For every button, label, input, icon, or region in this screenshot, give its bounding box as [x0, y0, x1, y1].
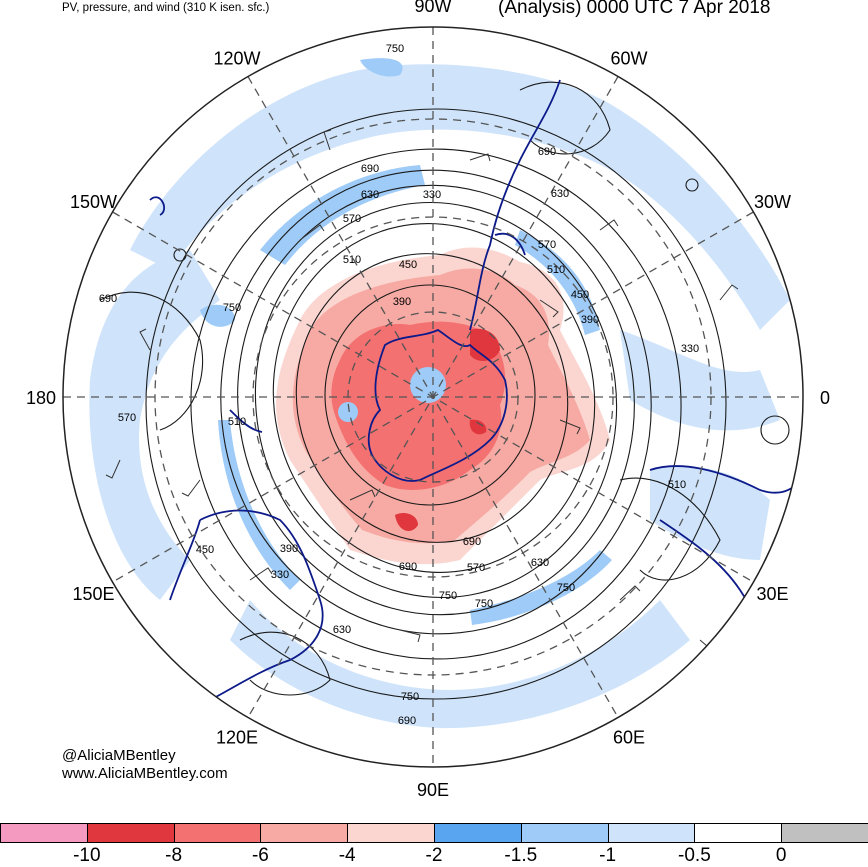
wind-barbs	[105, 129, 761, 658]
colorbar-swatch	[0, 823, 88, 843]
contour-label: 570	[343, 213, 361, 225]
contour-label: 690	[399, 561, 417, 573]
colorbar-swatch	[173, 823, 262, 843]
contour-label: 630	[531, 557, 549, 569]
contour-label: 750	[439, 590, 457, 602]
longitude-label: 180	[26, 388, 56, 408]
map-boundary	[62, 26, 804, 768]
longitude-label: 90E	[417, 780, 449, 800]
colorbar-tick-label: -10	[73, 845, 101, 866]
colorbar-tick-label: -1	[599, 845, 617, 866]
longitude-label: 60W	[610, 49, 647, 69]
contour-label: 690	[361, 163, 379, 175]
colorbar-tick-label: -1.5	[504, 845, 538, 866]
contour-label: 450	[399, 259, 417, 271]
contour-label: 570	[118, 412, 136, 424]
colorbar-swatch	[260, 823, 349, 843]
colorbar-tick-label: -0.5	[678, 845, 711, 866]
contour-label: 630	[551, 188, 569, 200]
longitude-labels: 90W 60W 30W 0 30E 60E 90E 120E 150E 180 150W 120W	[26, 0, 830, 800]
contour-label: 510	[547, 264, 565, 276]
contour-label: 510	[668, 479, 686, 491]
longitude-label: 150E	[72, 584, 114, 604]
contour-label: 690	[538, 146, 556, 158]
contour-label: 510	[343, 254, 361, 266]
colorbar-swatch	[86, 823, 175, 843]
contour-label: 450	[196, 544, 214, 556]
longitude-label: 120W	[213, 49, 260, 69]
map-subtitle: PV, pressure, and wind (310 K isen. sfc.…	[62, 2, 270, 14]
contour-label: 690	[463, 536, 481, 548]
lat-lon-grid	[63, 27, 803, 767]
contour-label: 330	[271, 569, 289, 581]
colorbar-tick-label: 0	[775, 845, 787, 866]
colorbar-swatch	[347, 823, 435, 843]
colorbar-tick-label: -2	[425, 845, 443, 866]
colorbar-tick-label: -8	[165, 845, 183, 866]
contour-label: 570	[467, 562, 485, 574]
pv-medium-blue-shading	[200, 58, 612, 625]
credit-handle: @AliciaMBentley	[62, 747, 176, 764]
colorbar-swatch	[434, 823, 522, 843]
contour-label: 750	[386, 43, 404, 55]
colorbar-swatch	[607, 823, 696, 843]
contour-label: 750	[475, 598, 493, 610]
colorbar-tick-label: -4	[338, 845, 356, 866]
longitude-label: 90W	[414, 0, 451, 16]
colorbar-swatch	[781, 823, 868, 843]
map-title: (Analysis) 0000 UTC 7 Apr 2018	[498, 0, 771, 18]
contour-label: 330	[681, 343, 699, 355]
colorbar-tick-label: -6	[251, 845, 269, 866]
contour-label: 510	[228, 416, 246, 428]
longitude-label: 0	[820, 388, 830, 408]
colorbar-swatch	[520, 823, 609, 843]
contour-label: 630	[361, 189, 379, 201]
contour-label: 450	[571, 289, 589, 301]
contour-label: 750	[557, 582, 575, 594]
longitude-label: 150W	[70, 192, 117, 212]
longitude-label: 30W	[754, 192, 791, 212]
contour-label: 750	[401, 691, 419, 703]
pv-red-shading	[276, 247, 610, 565]
colorbar-swatch	[694, 823, 783, 843]
contour-label: 690	[99, 293, 117, 305]
contour-label: 390	[280, 543, 298, 555]
contour-label: 630	[333, 624, 351, 636]
contour-label: 570	[538, 239, 556, 251]
height-contours	[99, 81, 790, 700]
contour-label: 390	[393, 296, 411, 308]
longitude-label: 120E	[216, 728, 258, 748]
contour-label: 750	[223, 302, 241, 314]
pv-blue-shading	[89, 64, 790, 729]
contour-label: 690	[398, 715, 416, 727]
longitude-label: 30E	[756, 584, 788, 604]
contour-label: 390	[581, 314, 599, 326]
longitude-label: 60E	[613, 728, 645, 748]
contour-label: 330	[423, 189, 441, 201]
credit-website: www.AliciaMBentley.com	[62, 765, 228, 782]
